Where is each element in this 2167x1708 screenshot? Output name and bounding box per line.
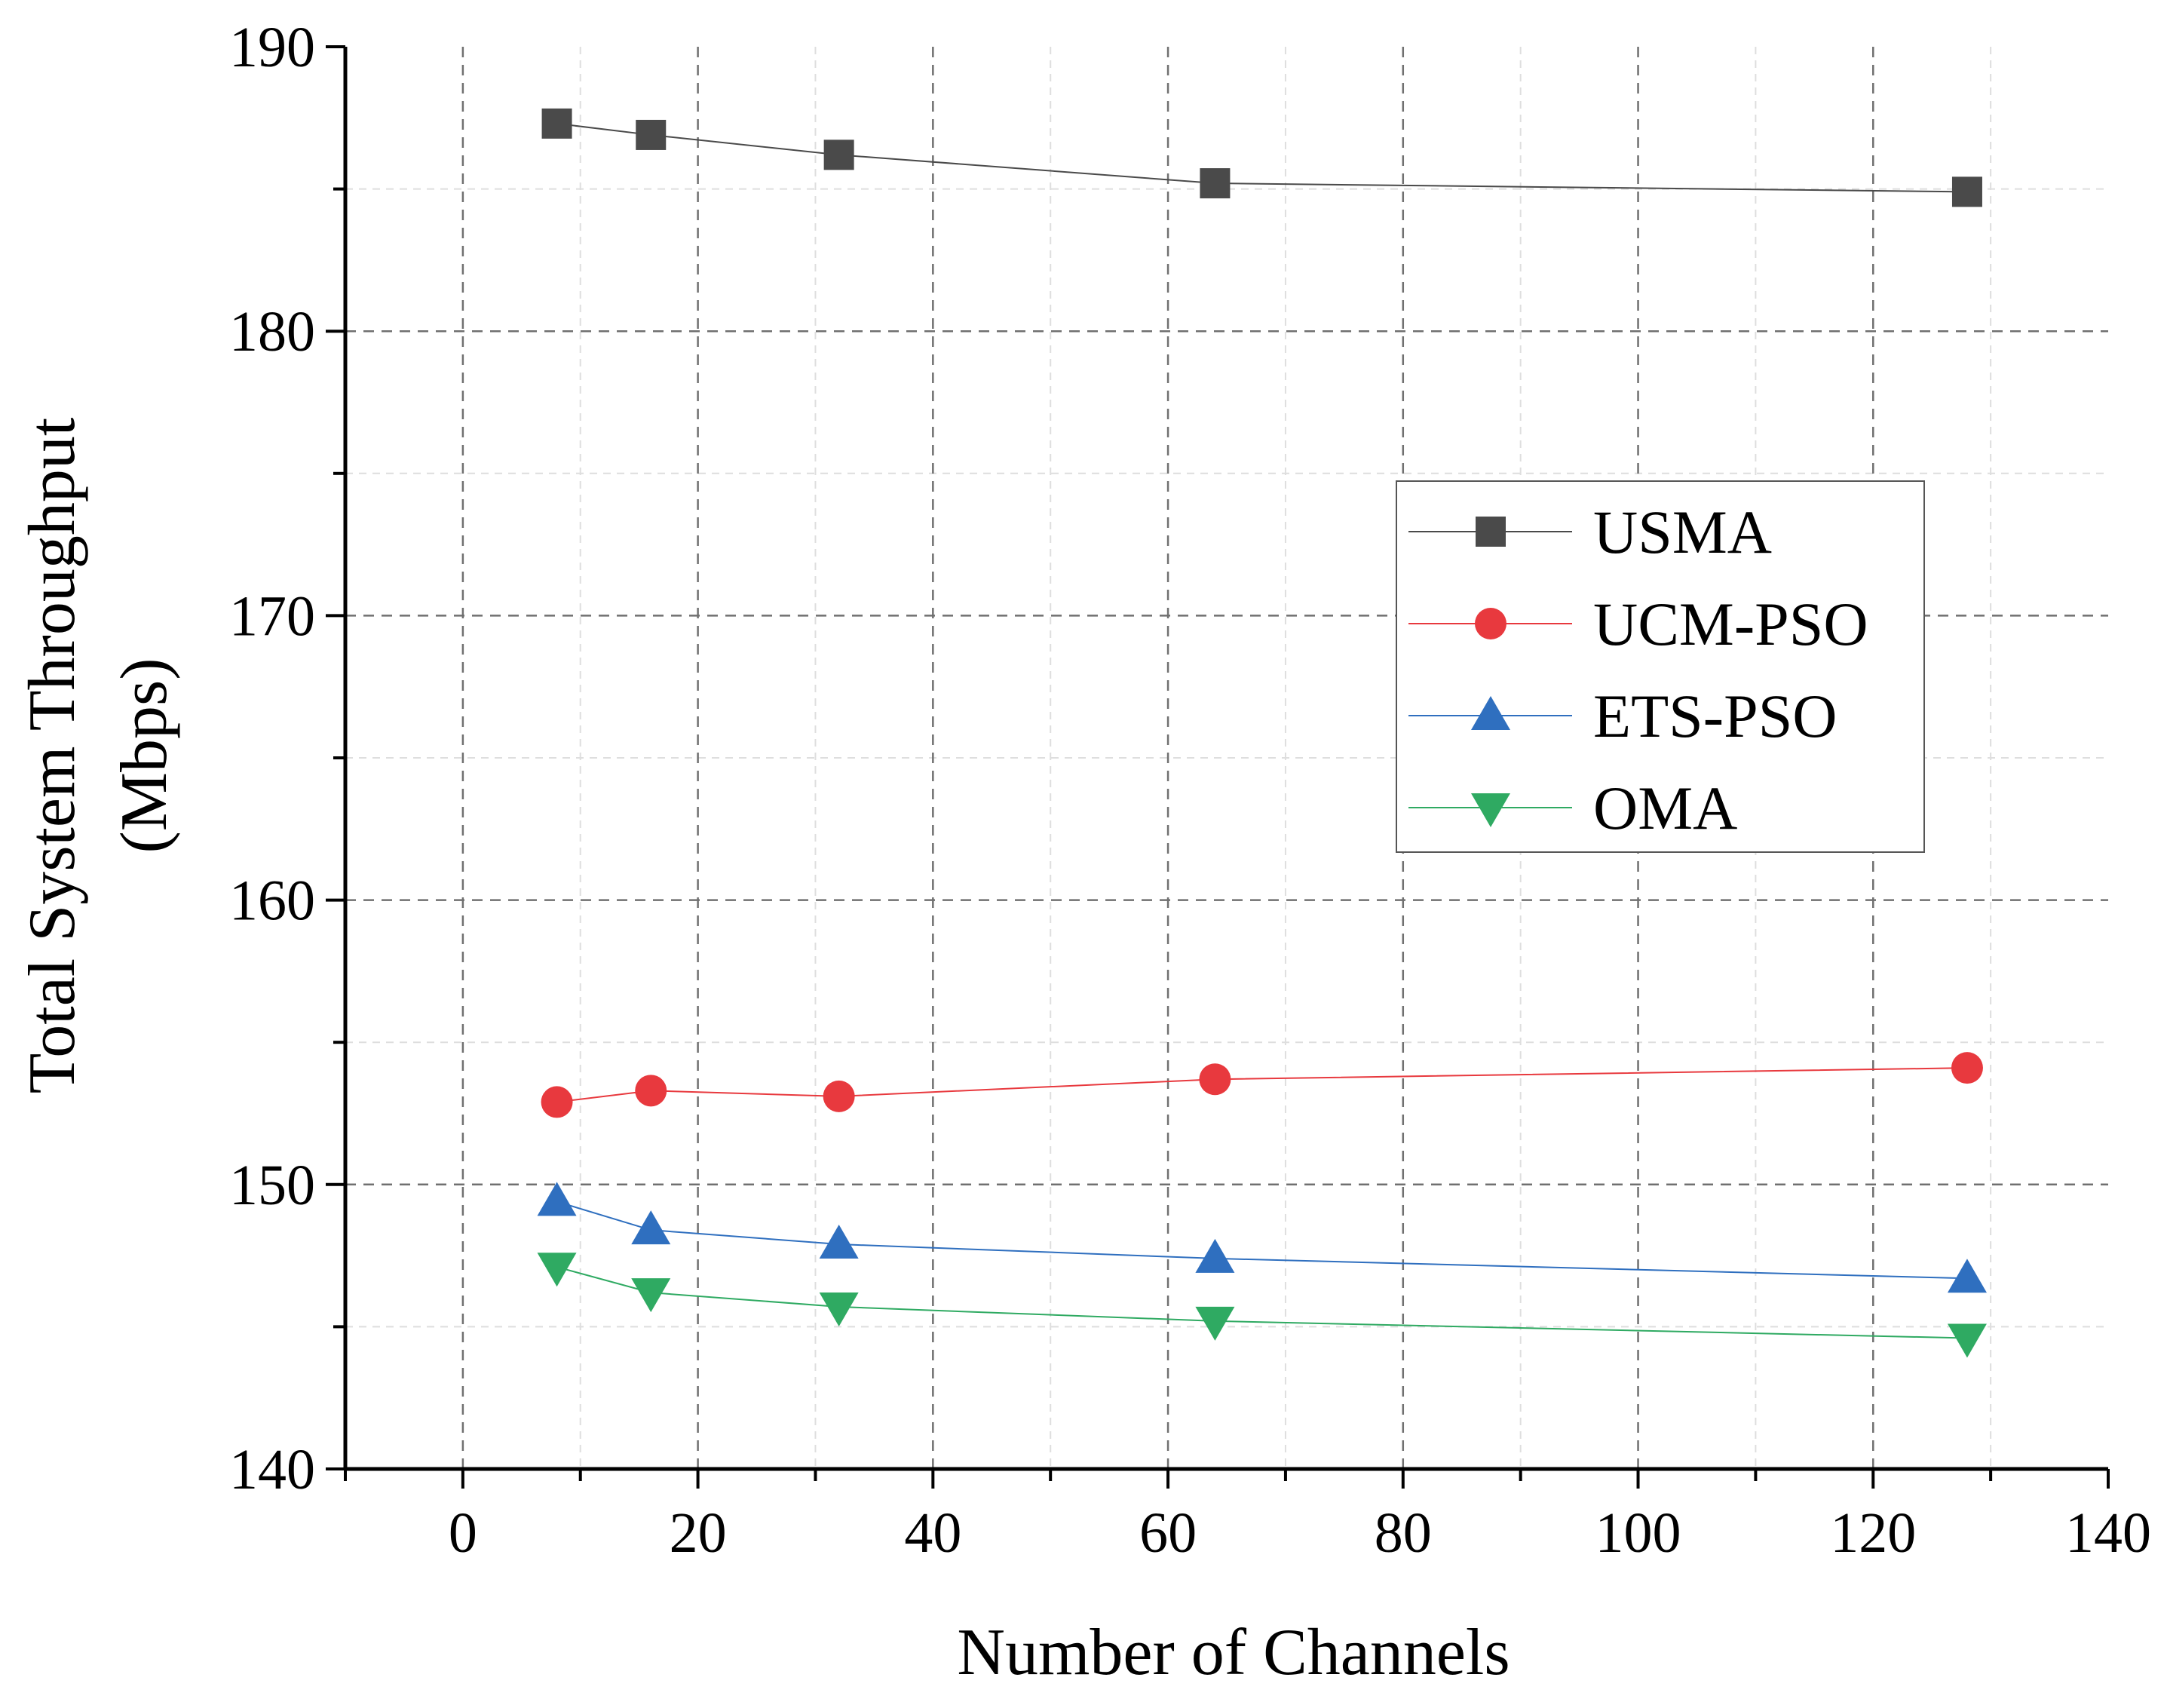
- y-tick-label: 150: [229, 1154, 315, 1217]
- series-line: [556, 1201, 1967, 1280]
- y-axis-label-line1: Total System Throughput: [16, 418, 89, 1094]
- data-point: [635, 1075, 667, 1107]
- legend-item: USMA: [1408, 498, 1772, 566]
- x-tick-label: 140: [2065, 1501, 2151, 1565]
- x-tick-label: 40: [904, 1501, 961, 1565]
- data-point: [631, 1210, 671, 1245]
- x-tick-label: 80: [1375, 1501, 1432, 1565]
- x-tick-label: 120: [1830, 1501, 1916, 1565]
- data-point: [823, 140, 854, 170]
- data-point: [631, 1278, 671, 1313]
- x-axis-label: Number of Channels: [957, 1616, 1510, 1689]
- data-point: [537, 1182, 577, 1216]
- series-oma: [537, 1253, 1987, 1358]
- data-point: [1195, 1238, 1235, 1273]
- legend-item: OMA: [1408, 774, 1737, 842]
- series-ucm-pso: [541, 1052, 1983, 1118]
- y-tick-label: 180: [229, 300, 315, 363]
- data-point: [537, 1253, 577, 1287]
- x-tick-label: 60: [1139, 1501, 1197, 1565]
- y-tick-label: 160: [229, 869, 315, 933]
- legend-marker: [1471, 696, 1510, 730]
- data-point: [1199, 1063, 1231, 1096]
- legend-marker: [1476, 517, 1506, 547]
- legend-label: OMA: [1593, 774, 1737, 842]
- data-point: [819, 1292, 859, 1326]
- legend-label: UCM-PSO: [1593, 590, 1868, 658]
- y-tick-label: 140: [229, 1438, 315, 1501]
- data-point: [1947, 1323, 1987, 1358]
- series-layer: [537, 108, 1987, 1358]
- data-point: [541, 1086, 573, 1118]
- legend-label: USMA: [1593, 498, 1772, 566]
- data-point: [819, 1225, 859, 1259]
- x-tick-label: 0: [449, 1501, 477, 1565]
- y-tick-label: 190: [229, 16, 315, 79]
- data-point: [823, 1080, 855, 1112]
- legend-item: UCM-PSO: [1408, 590, 1868, 658]
- series-ets-pso: [537, 1182, 1987, 1293]
- data-point: [541, 108, 572, 139]
- x-tick-label: 20: [670, 1501, 727, 1565]
- data-point: [1195, 1306, 1235, 1341]
- legend-label: ETS-PSO: [1593, 682, 1838, 750]
- legend-marker: [1471, 793, 1510, 827]
- legend: USMA UCM-PSO ETS-PSO OMA: [1396, 480, 1925, 853]
- y-tick-label: 170: [229, 584, 315, 648]
- legend-item: ETS-PSO: [1408, 682, 1838, 750]
- data-point: [1951, 176, 1982, 207]
- data-point: [1951, 1052, 1983, 1084]
- axis-ticks: 0 20 40 60 80 100 120 140 140 150 160 170 180 190: [229, 16, 2151, 1565]
- x-tick-label: 100: [1595, 1501, 1681, 1565]
- y-axis-label-line2: (Mbps): [108, 658, 181, 853]
- series-usma: [541, 108, 1982, 207]
- data-point: [1947, 1259, 1987, 1293]
- data-point: [636, 119, 667, 150]
- legend-marker: [1475, 608, 1506, 639]
- data-point: [1200, 168, 1231, 199]
